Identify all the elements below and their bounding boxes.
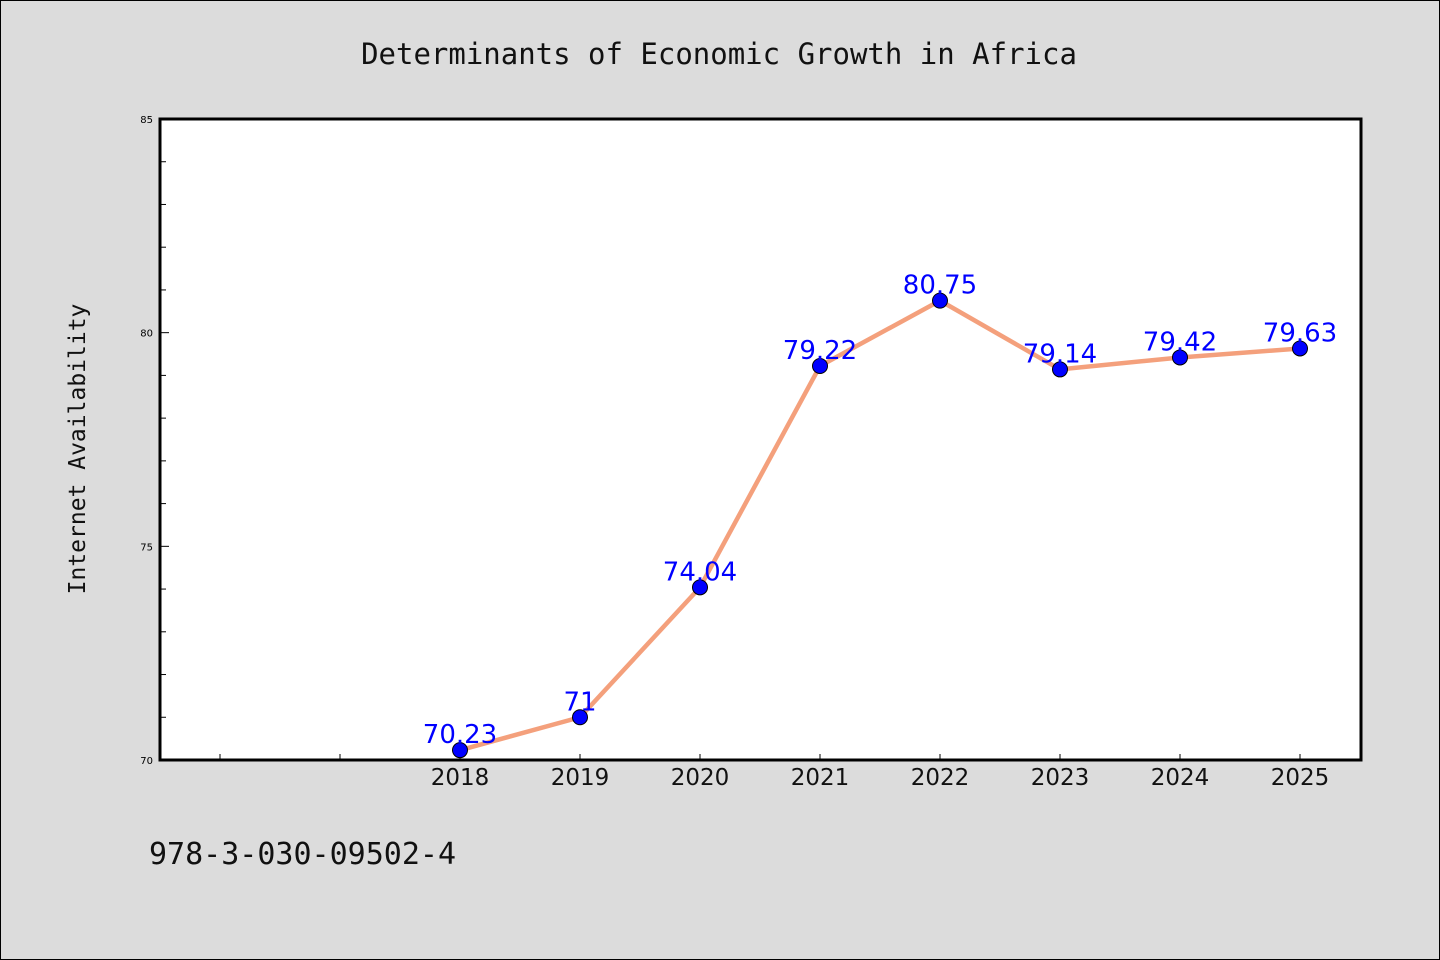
data-point-marker bbox=[572, 709, 588, 726]
data-point-marker bbox=[1052, 361, 1068, 378]
y-tick-label: 85 bbox=[140, 115, 153, 126]
data-labels-group: 70.23 71 74.04 79.22 80.75 79.14 79.42 79.63 bbox=[423, 271, 1337, 751]
data-label: 79.63 bbox=[1263, 318, 1337, 348]
x-tick-label: 2025 bbox=[1271, 765, 1330, 791]
data-label: 79.22 bbox=[783, 336, 857, 366]
data-point-marker bbox=[692, 579, 708, 596]
x-tick-label: 2021 bbox=[791, 765, 850, 791]
x-tick-label: 2020 bbox=[671, 765, 730, 791]
x-tick-label: 2019 bbox=[551, 765, 610, 791]
data-label: 80.75 bbox=[903, 271, 977, 301]
data-point-marker bbox=[452, 742, 468, 759]
y-tick-label: 70 bbox=[140, 756, 153, 767]
data-point-marker bbox=[812, 357, 828, 374]
y-axis-label: Internet Availability bbox=[65, 304, 91, 595]
x-tick-label: 2024 bbox=[1151, 765, 1210, 791]
x-tick-label: 2023 bbox=[1031, 765, 1090, 791]
x-tick-label: 2018 bbox=[431, 765, 490, 791]
data-label: 79.42 bbox=[1143, 327, 1217, 357]
series-line-group bbox=[457, 298, 1303, 753]
data-label: 74.04 bbox=[663, 557, 737, 587]
plot-area bbox=[158, 117, 1363, 762]
series-line bbox=[457, 298, 1303, 753]
data-point-marker bbox=[932, 292, 948, 309]
data-point-marker bbox=[1172, 349, 1188, 366]
chart-title: Determinants of Economic Growth in Afric… bbox=[361, 37, 1077, 71]
y-axis-ticks: 70 75 80 85 bbox=[140, 115, 169, 767]
x-axis-ticks: 2018 2019 2020 2021 2022 2023 2024 2025 bbox=[219, 754, 1330, 791]
data-label: 79.14 bbox=[1023, 339, 1097, 369]
data-point-marker bbox=[1292, 340, 1308, 357]
x-tick-label: 2022 bbox=[911, 765, 970, 791]
y-tick-label: 75 bbox=[140, 542, 153, 553]
y-tick-label: 80 bbox=[140, 329, 153, 340]
isbn-text: 978-3-030-09502-4 bbox=[149, 837, 456, 872]
data-label: 70.23 bbox=[423, 720, 497, 750]
series-markers-group bbox=[452, 292, 1308, 759]
data-label: 71 bbox=[563, 687, 596, 717]
